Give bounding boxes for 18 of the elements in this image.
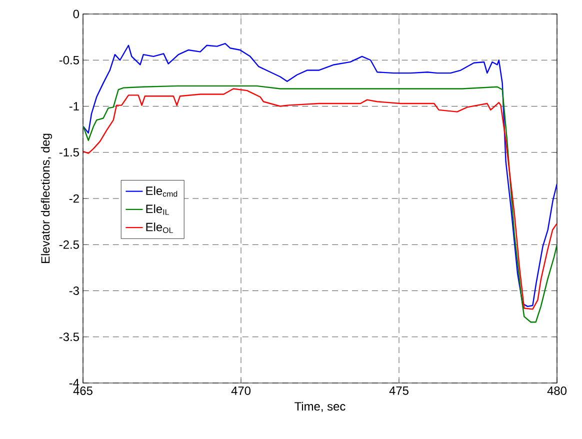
y-tick-label: -4 — [69, 378, 80, 388]
legend-label: Ele$_{IL}$ — [146, 204, 169, 215]
y-tick-label: -1 — [69, 102, 79, 110]
y-tick-label: -3 — [69, 286, 79, 295]
x-axis-title: Time, sec — [294, 402, 346, 412]
y-tick-label: -1.5 — [59, 148, 79, 157]
legend-label: Ele$_{cmd}$ — [146, 186, 178, 197]
y-tick-label: -2 — [69, 194, 79, 203]
y-tick-label: -3.5 — [59, 332, 79, 342]
y-tick-label: 0 — [73, 10, 80, 18]
y-tick-label: -0.5 — [59, 56, 79, 64]
y-tick-label: -2.5 — [59, 240, 79, 249]
x-tick-label: 470 — [231, 386, 251, 395]
x-tick-label: 480 — [547, 386, 567, 395]
y-axis-title: Elevator deflections, deg — [40, 134, 52, 263]
legend-label: Ele$_{OL}$ — [146, 222, 173, 234]
x-tick-label: 475 — [389, 386, 408, 395]
x-tick-label: 465 — [73, 386, 92, 395]
